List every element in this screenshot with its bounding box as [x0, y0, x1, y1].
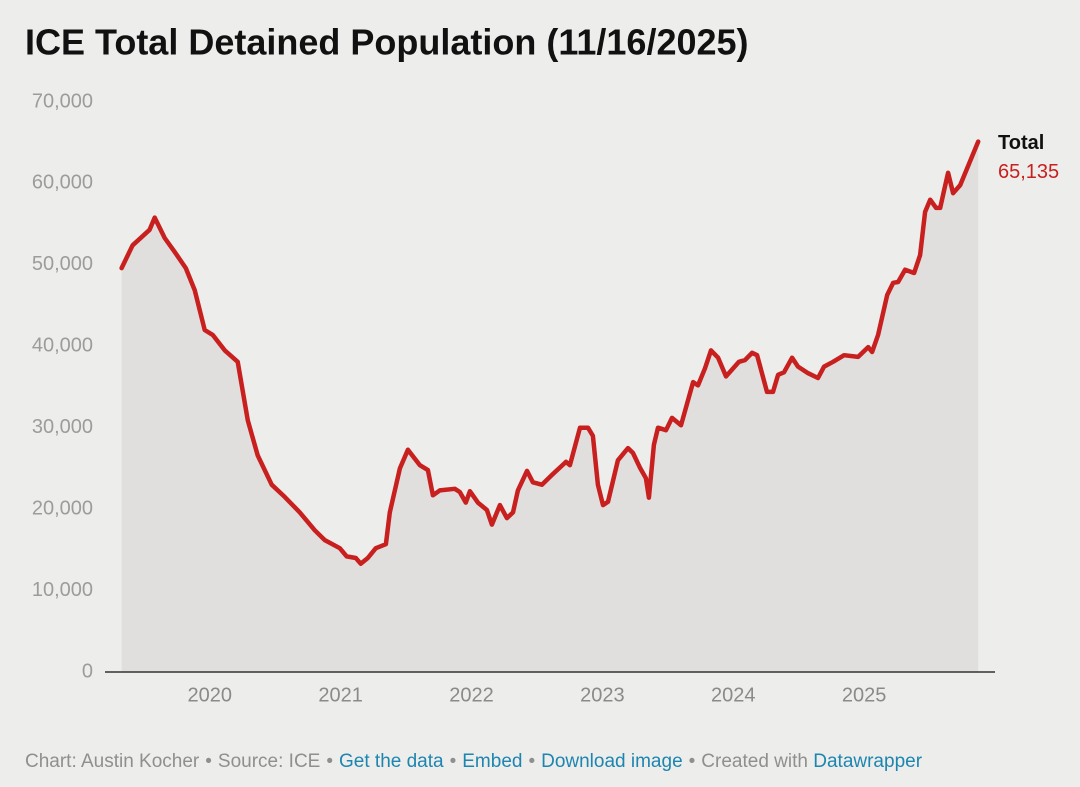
area — [121, 141, 979, 673]
x-tick-label: 2024 — [711, 684, 756, 706]
y-tick-label: 0 — [82, 660, 93, 682]
embed-link[interactable]: Embed — [462, 751, 523, 772]
x-tick-label: 2021 — [318, 684, 363, 706]
created-with: Created with — [701, 751, 808, 772]
credit: Chart: Austin Kocher — [25, 751, 200, 772]
footer: Chart: Austin Kocher • Source: ICE • Get the… — [25, 751, 922, 773]
value-label: 65,135 — [998, 161, 1059, 183]
x-tick-label: 2020 — [187, 684, 232, 706]
x-tick-label: 2023 — [580, 684, 625, 706]
download-link[interactable]: Download image — [541, 751, 683, 772]
y-tick-label: 40,000 — [32, 335, 93, 357]
series-label: Total — [998, 132, 1044, 154]
x-tick-label: 2025 — [842, 684, 887, 706]
separator: • — [326, 751, 334, 772]
y-tick-label: 20,000 — [32, 497, 93, 519]
separator: • — [528, 751, 536, 772]
y-tick-label: 60,000 — [32, 172, 93, 194]
separator: • — [688, 751, 696, 772]
chart: ICE Total Detained Population (11/16/202… — [25, 22, 1059, 707]
separator: • — [205, 751, 212, 772]
y-tick-label: 70,000 — [32, 90, 93, 112]
line — [119, 139, 981, 566]
chart-title: ICE Total Detained Population (11/16/202… — [25, 22, 749, 63]
y-tick-label: 30,000 — [32, 416, 93, 438]
source: Source: ICE — [217, 751, 321, 772]
get-data-link[interactable]: Get the data — [339, 751, 444, 772]
separator: • — [449, 751, 457, 772]
y-tick-label: 50,000 — [32, 253, 93, 275]
y-tick-label: 10,000 — [32, 579, 93, 601]
datawrapper-link[interactable]: Datawrapper — [813, 751, 923, 772]
x-tick-label: 2022 — [449, 684, 494, 706]
